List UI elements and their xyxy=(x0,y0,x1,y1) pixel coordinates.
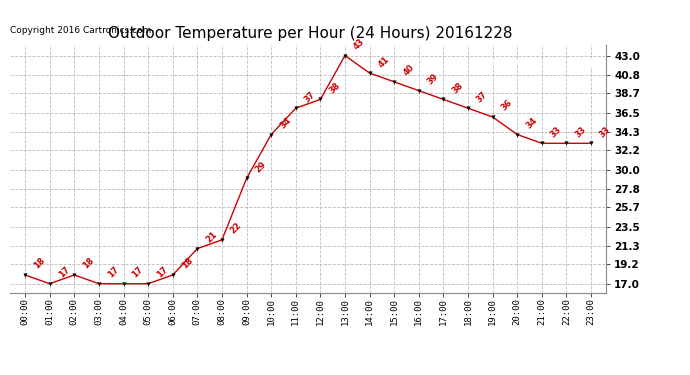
Text: 38: 38 xyxy=(327,81,342,95)
Text: Temperature  (°F): Temperature (°F) xyxy=(483,58,594,68)
Text: 17: 17 xyxy=(106,265,121,279)
Text: 34: 34 xyxy=(278,116,293,130)
Text: 18: 18 xyxy=(32,256,47,271)
Text: 33: 33 xyxy=(573,124,588,139)
Text: Copyright 2016 Cartronics.com: Copyright 2016 Cartronics.com xyxy=(10,26,152,35)
Text: 40: 40 xyxy=(401,63,416,78)
Text: 33: 33 xyxy=(549,124,563,139)
Text: 17: 17 xyxy=(57,265,71,279)
Text: 22: 22 xyxy=(229,221,244,236)
Text: 18: 18 xyxy=(81,256,96,271)
Text: 33: 33 xyxy=(598,124,613,139)
Text: 34: 34 xyxy=(524,116,539,130)
Text: 17: 17 xyxy=(130,265,145,279)
Text: 38: 38 xyxy=(451,81,465,95)
Text: 37: 37 xyxy=(303,90,317,104)
Text: 21: 21 xyxy=(204,230,219,244)
Text: 29: 29 xyxy=(253,160,268,174)
Text: 39: 39 xyxy=(426,72,440,87)
Text: 37: 37 xyxy=(475,90,489,104)
Text: 18: 18 xyxy=(179,256,195,271)
Text: 43: 43 xyxy=(352,37,366,51)
Text: 41: 41 xyxy=(377,54,391,69)
Text: 36: 36 xyxy=(500,98,514,113)
Text: Outdoor Temperature per Hour (24 Hours) 20161228: Outdoor Temperature per Hour (24 Hours) … xyxy=(108,26,513,41)
Text: 17: 17 xyxy=(155,265,170,279)
